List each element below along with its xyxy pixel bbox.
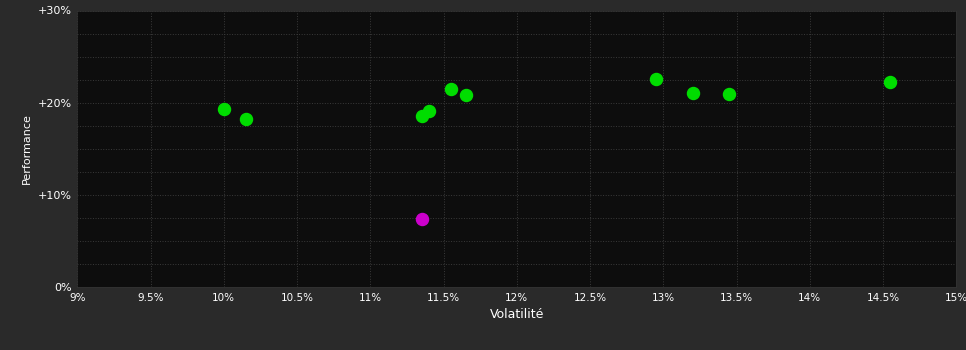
Point [685, 90, 700, 95]
Point [722, 92, 737, 97]
Point [443, 86, 459, 92]
Y-axis label: Performance: Performance [22, 113, 32, 184]
Point [458, 92, 473, 98]
Point [216, 106, 232, 112]
Point [648, 76, 664, 82]
X-axis label: Volatilité: Volatilité [490, 308, 544, 321]
Point [883, 79, 898, 85]
Point [421, 108, 437, 114]
Point [238, 117, 253, 122]
Point [413, 114, 429, 119]
Point [413, 216, 429, 222]
